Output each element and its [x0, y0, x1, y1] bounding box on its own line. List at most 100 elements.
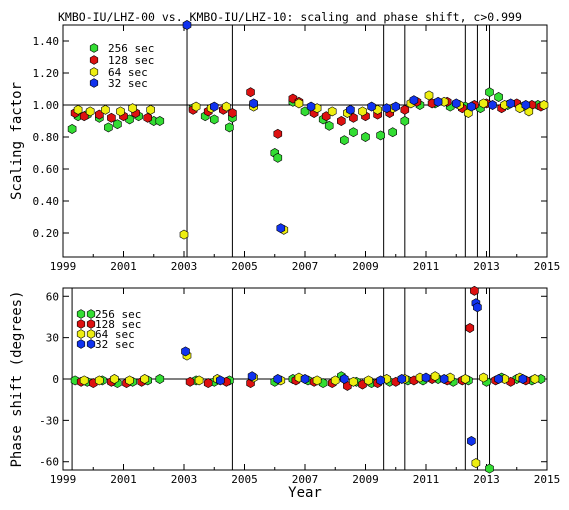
x-tick-label: 2009 [352, 260, 379, 273]
data-point [247, 371, 257, 382]
x-tick-label: 2007 [292, 260, 319, 273]
x-tick-label: 2013 [473, 260, 500, 273]
legend-marker [76, 329, 86, 339]
data-point [485, 87, 494, 98]
data-point [346, 104, 355, 115]
bottom-data-points [70, 285, 546, 474]
data-point [494, 92, 503, 102]
data-point [339, 374, 349, 384]
legend-label: 64 sec [108, 66, 148, 79]
data-point [388, 127, 398, 138]
data-point [306, 101, 316, 112]
data-point [246, 87, 255, 98]
data-point [433, 96, 443, 107]
data-point [330, 375, 340, 386]
data-point [397, 374, 407, 384]
data-point [530, 374, 540, 384]
data-point [312, 375, 322, 386]
data-point [181, 346, 190, 357]
legend-label: 32 sec [95, 338, 135, 351]
legend-marker [86, 309, 96, 319]
legend-marker [86, 329, 96, 339]
legend-marker [89, 43, 99, 53]
data-point [294, 98, 304, 109]
legend-label: 64 sec [95, 328, 135, 341]
x-tick-label: 2013 [473, 473, 500, 486]
legend-marker [76, 309, 86, 319]
y-tick-label: 30 [46, 332, 59, 345]
y-tick-label: 0.20 [33, 227, 60, 240]
data-point [465, 323, 475, 333]
top-panel: 1999 2001 2003 2005 2007 2009 2011 2013 2015 0.20… [9, 20, 560, 273]
data-point [473, 302, 482, 313]
data-point [128, 103, 137, 114]
data-point [185, 376, 195, 387]
data-point [539, 100, 549, 110]
data-point [349, 376, 358, 387]
data-point [376, 375, 385, 386]
data-point [421, 372, 431, 383]
data-point [225, 122, 234, 133]
data-point [358, 106, 367, 117]
x-tick-label: 2015 [534, 260, 561, 273]
x-tick-label: 2005 [231, 473, 258, 486]
data-point [113, 119, 122, 130]
data-point [95, 375, 104, 386]
data-point [470, 285, 479, 296]
top-y-axis-label: Scaling factor [9, 82, 25, 200]
data-point [210, 101, 219, 112]
legend-marker [86, 319, 96, 329]
data-point [222, 101, 231, 112]
x-tick-label: 2003 [171, 473, 198, 486]
data-point [228, 108, 237, 118]
data-point [273, 152, 283, 163]
data-point [116, 106, 125, 117]
x-tick-label: 2015 [534, 473, 561, 486]
data-point [336, 116, 346, 126]
data-point [249, 98, 258, 109]
data-point [460, 374, 470, 384]
data-point [349, 127, 358, 138]
x-tick-label: 2009 [352, 473, 379, 486]
data-point [191, 101, 201, 112]
data-point [439, 374, 449, 384]
y-tick-label: 1.00 [33, 99, 60, 112]
legend-marker [89, 67, 99, 77]
y-tick-label: 1.40 [33, 35, 60, 48]
bottom-panel: 1999 2001 2003 2005 2007 2009 2011 2013 2015 -60 -… [9, 285, 561, 501]
y-tick-label: 0.60 [33, 163, 60, 176]
y-tick-label: -60 [39, 456, 59, 469]
data-point [451, 98, 461, 109]
data-point [488, 100, 497, 110]
data-point [155, 374, 165, 384]
data-point [424, 90, 434, 101]
data-point [467, 101, 476, 112]
data-point [376, 130, 385, 141]
x-tick-label: 1999 [50, 473, 77, 486]
data-point [182, 20, 192, 30]
y-tick-label: -30 [39, 414, 59, 427]
top-data-points [67, 20, 549, 240]
data-point [485, 463, 494, 474]
data-point [276, 223, 286, 234]
legend-marker [89, 55, 99, 65]
data-point [391, 101, 401, 112]
chart-title: KMBO-IU/LHZ-00 vs. KMBO-IU/LHZ-10: scali… [58, 10, 522, 24]
data-point [361, 132, 370, 142]
y-tick-label: 1.20 [33, 67, 60, 80]
data-point [155, 116, 165, 126]
data-point [471, 458, 481, 469]
data-point [300, 374, 310, 384]
x-tick-label: 2001 [110, 260, 137, 273]
data-point [382, 103, 392, 114]
data-point [400, 116, 410, 126]
data-point [79, 375, 89, 386]
data-point [143, 112, 152, 123]
top-ticks: 1999 2001 2003 2005 2007 2009 2011 2013 2015 0.20… [33, 25, 561, 273]
data-point [210, 114, 219, 125]
legend-label: 128 sec [108, 54, 154, 67]
data-point [110, 374, 119, 384]
